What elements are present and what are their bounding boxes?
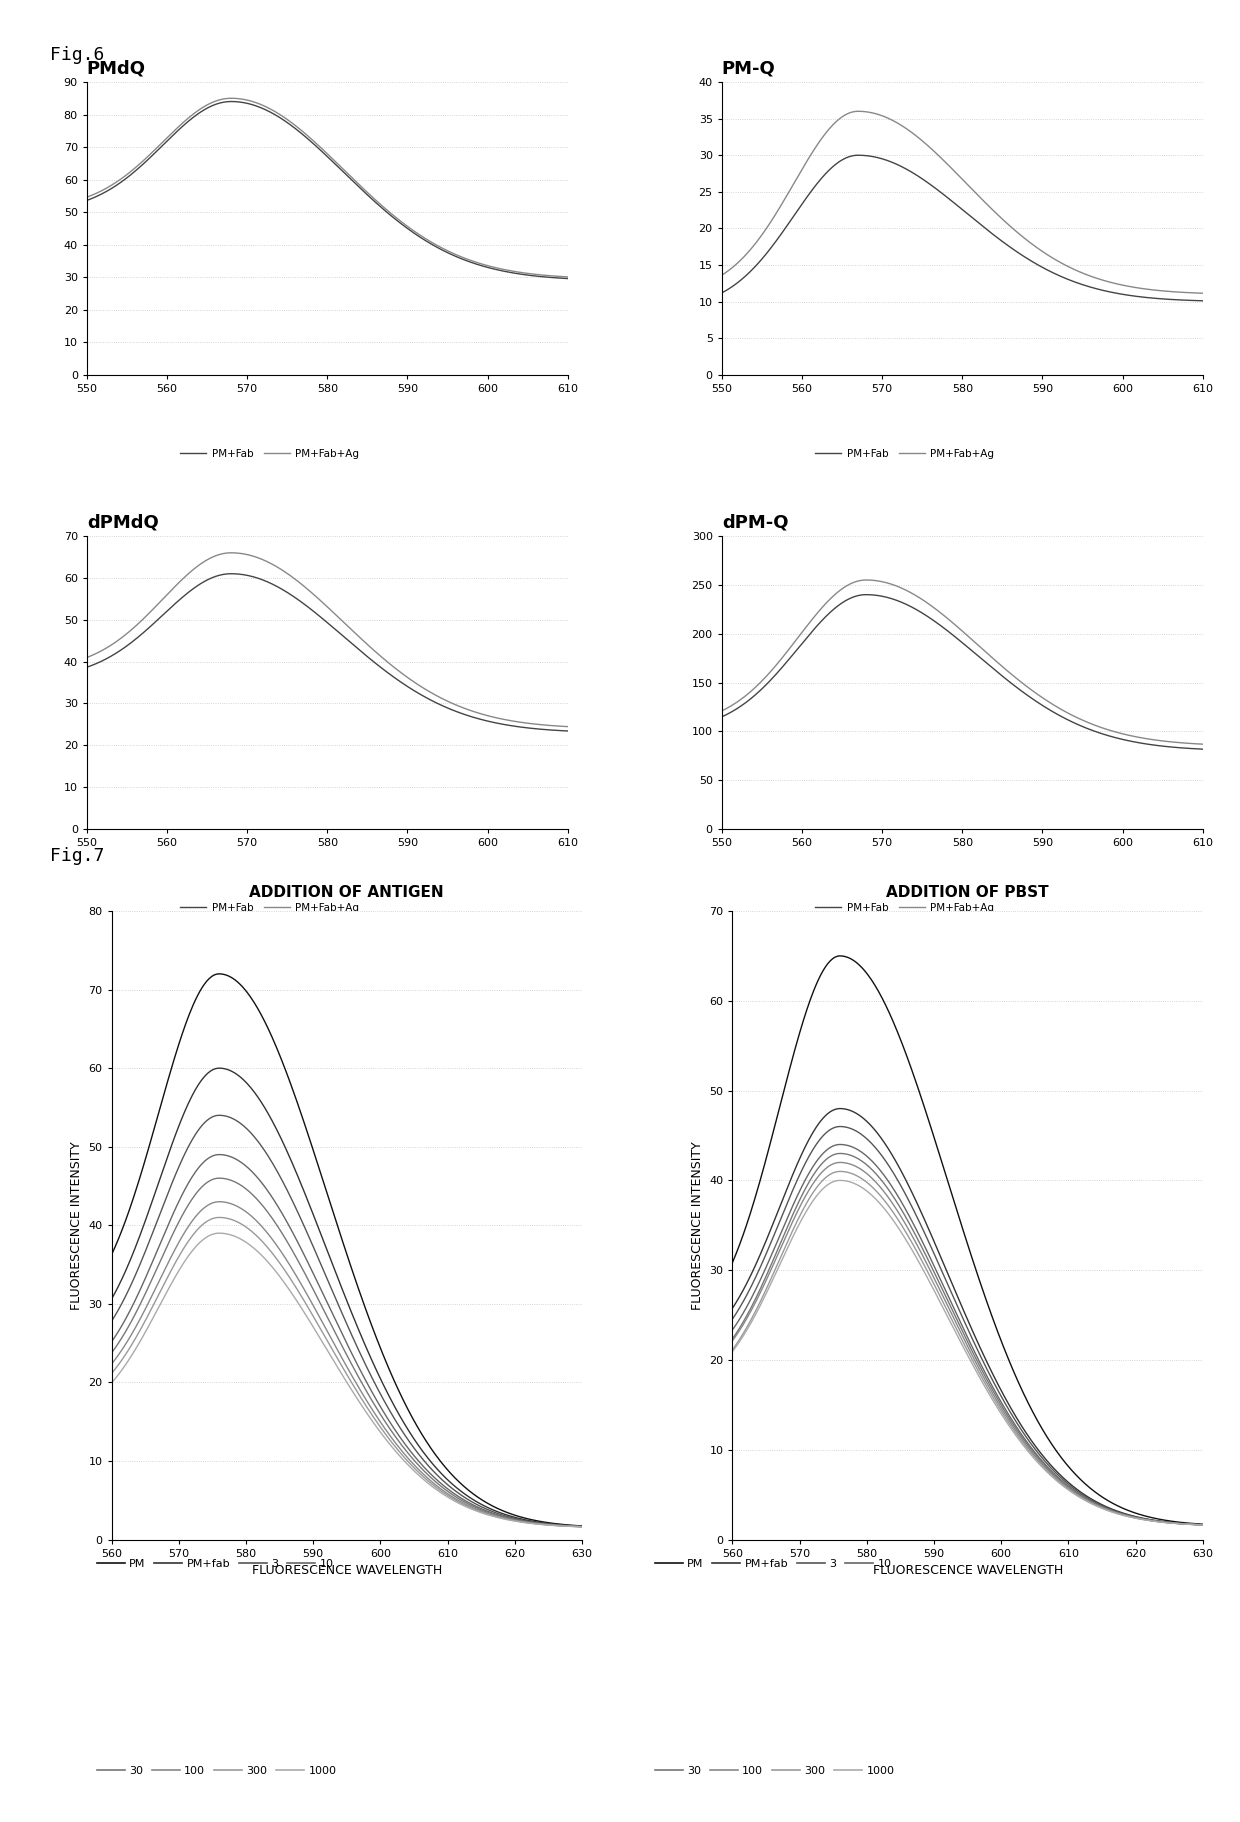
Y-axis label: FLUORESCENCE INTENSITY: FLUORESCENCE INTENSITY [69, 1141, 83, 1310]
Legend: PM+Fab, PM+Fab+Ag: PM+Fab, PM+Fab+Ag [176, 445, 363, 463]
Text: Fig.6: Fig.6 [50, 46, 104, 64]
Legend: 30, 100, 300, 1000: 30, 100, 300, 1000 [650, 1762, 899, 1780]
X-axis label: FLUORESCENCE WAVELENGTH: FLUORESCENCE WAVELENGTH [873, 1563, 1063, 1578]
Y-axis label: FLUORESCENCE INTENSITY: FLUORESCENCE INTENSITY [691, 1141, 704, 1310]
Text: Fig.7: Fig.7 [50, 847, 104, 865]
Text: PM-Q: PM-Q [722, 60, 775, 78]
Legend: PM+Fab, PM+Fab+Ag: PM+Fab, PM+Fab+Ag [811, 898, 998, 916]
Title: ADDITION OF ANTIGEN: ADDITION OF ANTIGEN [249, 885, 444, 900]
Legend: 30, 100, 300, 1000: 30, 100, 300, 1000 [92, 1762, 341, 1780]
Title: ADDITION OF PBST: ADDITION OF PBST [887, 885, 1049, 900]
Legend: PM+Fab, PM+Fab+Ag: PM+Fab, PM+Fab+Ag [176, 898, 363, 916]
Text: dPMdQ: dPMdQ [87, 514, 159, 532]
Text: dPM-Q: dPM-Q [722, 514, 789, 532]
X-axis label: FLUORESCENCE WAVELENGTH: FLUORESCENCE WAVELENGTH [252, 1563, 441, 1578]
Legend: PM+Fab, PM+Fab+Ag: PM+Fab, PM+Fab+Ag [811, 445, 998, 463]
Text: PMdQ: PMdQ [87, 60, 146, 78]
